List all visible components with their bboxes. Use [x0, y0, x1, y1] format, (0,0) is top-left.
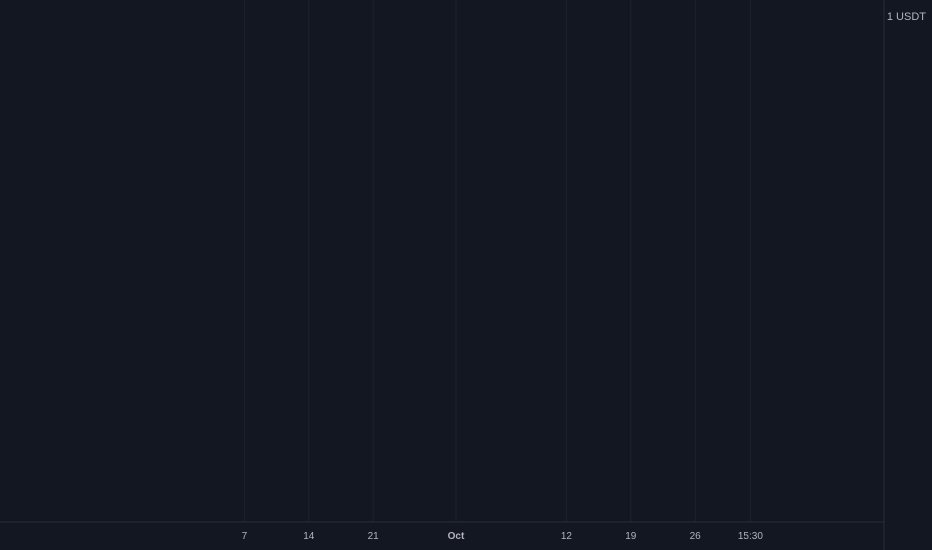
time-tick-2: 21: [368, 531, 380, 542]
time-tick-4: 12: [561, 531, 573, 542]
price-axis-panel: [884, 0, 932, 550]
time-tick-6: 26: [690, 531, 702, 542]
time-tick-3: Oct: [448, 531, 465, 542]
time-tick-0: 7: [242, 531, 248, 542]
price-axis[interactable]: 10000.008000.006500.005300.004500.003750…: [877, 0, 932, 550]
time-tick-1: 14: [303, 531, 315, 542]
time-tick-5: 19: [625, 531, 637, 542]
time-tick-7: 15:30: [738, 531, 763, 542]
grid: [243, 0, 751, 522]
currency-label: 1 USDT: [887, 11, 926, 23]
